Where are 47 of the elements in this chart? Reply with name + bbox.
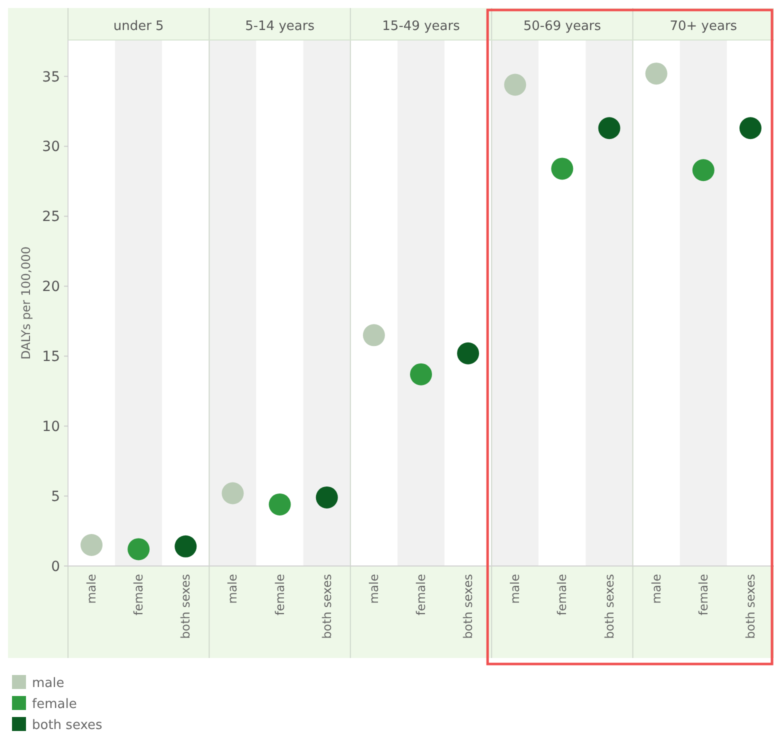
x-tick-label: male: [649, 574, 664, 604]
x-tick-label: both sexes: [602, 574, 616, 639]
x-tick-label: female: [272, 574, 287, 616]
point: [362, 324, 385, 346]
point: [80, 534, 103, 556]
legend-label: both sexes: [32, 718, 103, 733]
point: [551, 158, 574, 180]
y-tick-label: 20: [42, 279, 60, 296]
text: 70+ years: [670, 19, 738, 34]
point: [410, 363, 432, 386]
x-tick-label: both sexes: [178, 574, 193, 639]
x-tick-label: both sexes: [461, 574, 476, 639]
x-tick-label: both sexes: [320, 574, 334, 639]
text: 50-69 years: [523, 19, 602, 34]
x-tick-label: female: [414, 574, 428, 616]
point: [645, 62, 668, 85]
y-tick-label: 10: [42, 419, 60, 436]
point: [128, 538, 150, 560]
x-tick-label: male: [84, 574, 99, 604]
point: [222, 482, 244, 504]
text: 15-49 years: [382, 19, 460, 34]
y-tick-label: 5: [51, 488, 60, 505]
point: [692, 159, 714, 182]
x-tick-label: male: [366, 574, 381, 604]
point: [598, 117, 620, 140]
legend-label: male: [32, 676, 64, 691]
x-tick-label: female: [132, 574, 146, 616]
y-tick-label: 35: [42, 69, 60, 86]
x-tick-label: both sexes: [743, 574, 758, 639]
point: [174, 535, 197, 558]
y-tick-label: 15: [42, 349, 60, 366]
point: [739, 117, 762, 140]
point: [457, 342, 480, 364]
point: [268, 493, 291, 516]
point: [316, 486, 338, 508]
y-tick-label: 0: [51, 558, 60, 575]
legend-label: female: [32, 697, 77, 712]
y-tick-label: 30: [42, 139, 60, 156]
x-tick-label: male: [508, 574, 522, 604]
x-tick-label: male: [226, 574, 240, 604]
x-tick-label: female: [555, 574, 570, 616]
point: [504, 74, 526, 96]
text: under 5: [113, 19, 164, 34]
text: 5-14 years: [245, 19, 315, 34]
x-tick-label: female: [696, 574, 710, 616]
y-axis-title: DALYs per 100,000: [19, 246, 33, 360]
y-tick-label: 25: [42, 209, 60, 226]
